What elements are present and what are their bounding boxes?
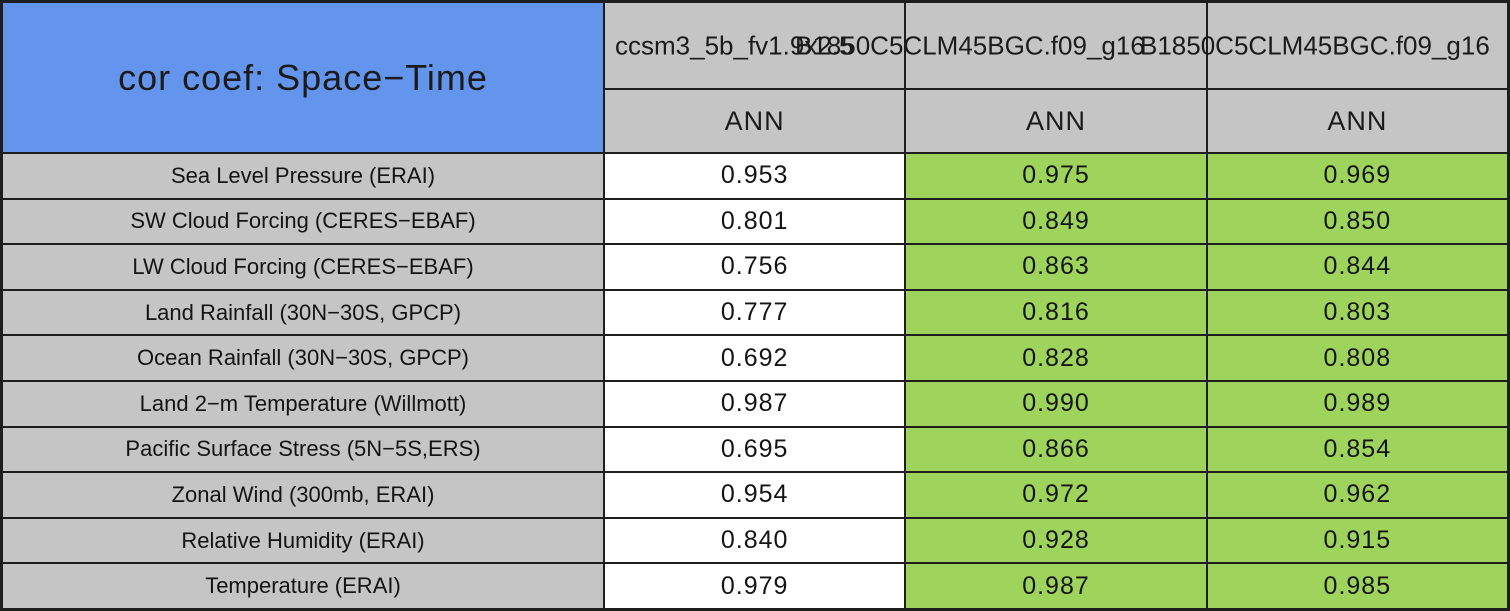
row-label-cell-text: Land 2−m Temperature (Willmott) (139, 390, 467, 416)
season-cell-2: ANN (906, 90, 1206, 152)
value-cell: 0.979 (605, 564, 905, 608)
value-cell: 0.985 (1207, 564, 1507, 608)
value-cell: 0.987 (605, 381, 905, 426)
value-cell-text: 0.985 (1323, 571, 1392, 600)
value-cell-text: 0.990 (1022, 389, 1090, 418)
row-label-cell: Land 2−m Temperature (Willmott) (3, 381, 603, 426)
value-cell-text: 0.987 (1022, 571, 1090, 600)
value-cell: 0.777 (605, 290, 905, 335)
value-cell-text: 0.989 (1323, 389, 1392, 418)
value-cell: 0.854 (1207, 427, 1507, 472)
value-cell: 0.863 (906, 245, 1206, 289)
row-label-cell: Sea Level Pressure (ERAI) (3, 154, 603, 198)
value-cell: 0.801 (605, 199, 905, 244)
season-cell-2-text: ANN (1025, 105, 1086, 136)
value-cell: 0.990 (906, 381, 1206, 426)
value-cell: 0.844 (1207, 245, 1507, 289)
value-cell: 0.953 (605, 154, 905, 198)
value-cell: 0.828 (906, 336, 1206, 380)
row-label-cell-text: Sea Level Pressure (ERAI) (170, 162, 436, 188)
season-cell-1-text: ANN (724, 105, 785, 136)
value-cell-text: 0.844 (1323, 252, 1392, 281)
value-cell: 0.954 (605, 473, 905, 517)
row-label-cell: Temperature (ERAI) (3, 564, 603, 608)
row-label-cell-text: Ocean Rainfall (30N−30S, GPCP) (137, 345, 469, 371)
value-cell: 0.816 (906, 290, 1206, 335)
row-label-cell-text: Relative Humidity (ERAI) (181, 527, 425, 553)
case-header-cell-2 (906, 3, 1206, 88)
value-cell-text: 0.849 (1022, 206, 1090, 235)
value-cell: 0.975 (906, 154, 1206, 198)
value-cell-text: 0.972 (1022, 480, 1090, 509)
row-label-cell: Relative Humidity (ERAI) (3, 518, 603, 563)
value-cell: 0.695 (605, 427, 905, 472)
row-label-cell: Land Rainfall (30N−30S, GPCP) (3, 290, 603, 335)
value-cell-text: 0.987 (720, 389, 789, 418)
value-cell-text: 0.803 (1323, 298, 1392, 327)
value-cell-text: 0.801 (720, 206, 789, 235)
value-cell: 0.915 (1207, 518, 1507, 563)
row-label-cell-text: Zonal Wind (300mb, ERAI) (171, 481, 435, 507)
table-title-cell: cor coef: Space−Time (3, 3, 603, 152)
value-cell-text: 0.695 (720, 434, 789, 463)
value-cell-text: 0.777 (720, 298, 789, 327)
value-cell-text: 0.954 (720, 480, 789, 509)
value-cell-text: 0.756 (720, 252, 789, 281)
value-cell-text: 0.863 (1022, 252, 1090, 281)
value-cell-text: 0.928 (1022, 526, 1090, 555)
row-label-cell-text: LW Cloud Forcing (CERES−EBAF) (132, 253, 474, 279)
value-cell-text: 0.979 (720, 571, 789, 600)
value-cell: 0.866 (906, 427, 1206, 472)
value-cell-text: 0.969 (1323, 161, 1392, 190)
value-cell: 0.962 (1207, 473, 1507, 517)
value-cell-text: 0.816 (1022, 298, 1090, 327)
row-label-cell: Zonal Wind (300mb, ERAI) (3, 473, 603, 517)
row-label-cell-text: SW Cloud Forcing (CERES−EBAF) (130, 208, 476, 234)
value-cell: 0.808 (1207, 336, 1507, 380)
row-label-cell-text: Pacific Surface Stress (5N−5S,ERS) (125, 436, 481, 462)
value-cell-text: 0.840 (720, 526, 789, 555)
season-cell-1: ANN (605, 90, 905, 152)
value-cell: 0.989 (1207, 381, 1507, 426)
row-label-cell: SW Cloud Forcing (CERES−EBAF) (3, 199, 603, 244)
row-label-cell: Pacific Surface Stress (5N−5S,ERS) (3, 427, 603, 472)
value-cell: 0.928 (906, 518, 1206, 563)
row-label-cell: Ocean Rainfall (30N−30S, GPCP) (3, 336, 603, 380)
value-cell-text: 0.953 (720, 161, 789, 190)
page-title: cor coef: Space−Time (118, 56, 488, 98)
row-label-cell: LW Cloud Forcing (CERES−EBAF) (3, 245, 603, 289)
value-cell-text: 0.962 (1323, 480, 1392, 509)
value-cell-text: 0.854 (1323, 434, 1392, 463)
value-cell: 0.969 (1207, 154, 1507, 198)
case-header-cell-1 (605, 3, 905, 88)
value-cell: 0.972 (906, 473, 1206, 517)
value-cell: 0.850 (1207, 199, 1507, 244)
row-label-cell-text: Temperature (ERAI) (205, 573, 401, 599)
value-cell-text: 0.915 (1323, 526, 1392, 555)
row-label-cell-text: Land Rainfall (30N−30S, GPCP) (144, 299, 462, 325)
value-cell-text: 0.808 (1323, 343, 1392, 372)
value-cell-text: 0.828 (1022, 343, 1090, 372)
season-cell-3: ANN (1207, 90, 1507, 152)
value-cell: 0.803 (1207, 290, 1507, 335)
value-cell: 0.756 (605, 245, 905, 289)
value-cell-text: 0.850 (1323, 206, 1392, 235)
value-cell: 0.840 (605, 518, 905, 563)
value-cell: 0.987 (906, 564, 1206, 608)
value-cell: 0.692 (605, 336, 905, 380)
case-header-cell-3 (1207, 3, 1507, 88)
season-cell-3-text: ANN (1327, 105, 1388, 136)
value-cell-text: 0.692 (720, 343, 789, 372)
value-cell: 0.849 (906, 199, 1206, 244)
value-cell-text: 0.975 (1022, 161, 1090, 190)
value-cell-text: 0.866 (1022, 434, 1090, 463)
